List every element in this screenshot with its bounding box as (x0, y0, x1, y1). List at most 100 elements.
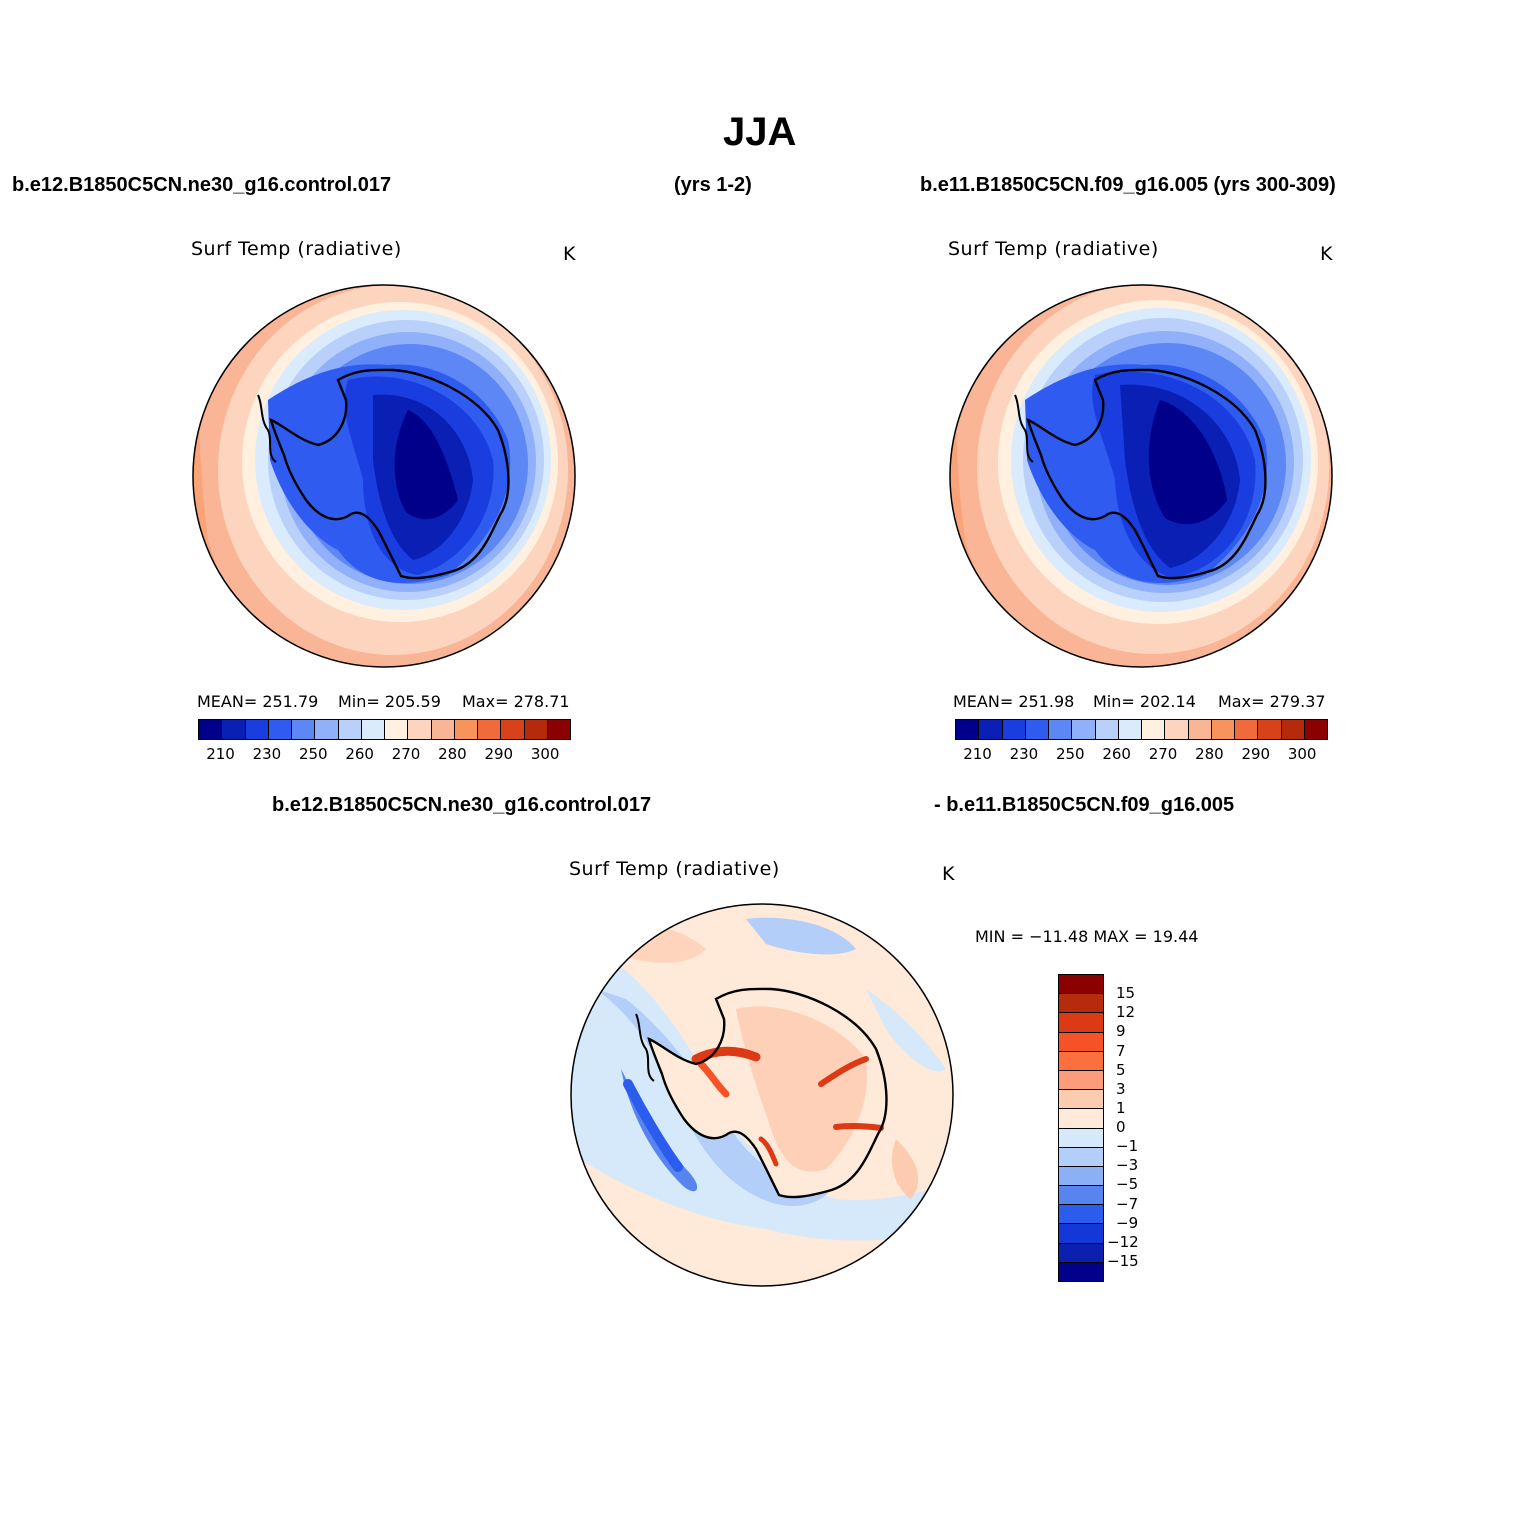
colorbar-swatch (1235, 720, 1259, 739)
panel3-minmax: MIN = −11.48 MAX = 19.44 (975, 927, 1199, 946)
colorbar-tick-label: −12 (1107, 1232, 1139, 1251)
colorbar-swatch (1025, 720, 1049, 739)
colorbar-swatch (979, 720, 1003, 739)
colorbar-tick-label: 300 (1287, 745, 1317, 763)
panel2-min: Min= 202.14 (1093, 692, 1196, 711)
colorbar-swatch (478, 720, 502, 739)
colorbar-tick-label: 260 (345, 745, 374, 763)
colorbar-swatch (1165, 720, 1189, 739)
colorbar-swatch (1059, 1128, 1103, 1148)
colorbar-swatch (1002, 720, 1026, 739)
panel2-units: K (1320, 243, 1333, 265)
colorbar-swatch (1059, 1166, 1103, 1187)
colorbar-tick-label: 230 (1009, 745, 1039, 763)
panel1-polar-map (192, 284, 576, 668)
colorbar-swatch (1072, 720, 1096, 739)
colorbar-tick-label: 12 (1116, 1003, 1136, 1022)
colorbar-tick-label: 290 (1241, 745, 1271, 763)
colorbar-tick-label: 9 (1116, 1022, 1126, 1041)
panel1-min: Min= 205.59 (338, 692, 441, 711)
colorbar-swatch (1059, 1224, 1103, 1244)
colorbar-swatch (431, 720, 455, 739)
panel3-polar-map (570, 903, 954, 1287)
colorbar-tick-label: 1 (1116, 1098, 1126, 1117)
colorbar-tick-label: 0 (1116, 1118, 1126, 1136)
colorbar-swatch (1059, 1262, 1103, 1281)
colorbar-swatch (245, 720, 269, 739)
colorbar-swatch (385, 720, 409, 739)
top-right-header: b.e11.B1850C5CN.f09_g16.005 (yrs 300-309… (920, 174, 1336, 196)
colorbar-tick-label: −5 (1116, 1175, 1139, 1194)
colorbar-swatch (1049, 720, 1073, 739)
colorbar-swatch (268, 720, 292, 739)
colorbar-swatch (1059, 994, 1103, 1014)
top-mid-header: (yrs 1-2) (674, 174, 752, 196)
colorbar-tick-label: 260 (1102, 745, 1131, 763)
colorbar-swatch (501, 720, 525, 739)
colorbar-swatch (1059, 1243, 1103, 1263)
colorbar-swatch (1118, 720, 1142, 739)
colorbar-swatch (1059, 975, 1103, 995)
colorbar-swatch (1059, 1109, 1103, 1129)
colorbar-swatch (1304, 720, 1327, 739)
colorbar-tick-label: 270 (391, 745, 421, 763)
panel2-varname: Surf Temp (radiative) (948, 238, 1159, 260)
colorbar-tick-label: −3 (1116, 1156, 1139, 1175)
colorbar-tick-label: −9 (1116, 1213, 1139, 1232)
colorbar-swatch (1059, 1186, 1103, 1206)
colorbar-swatch (1142, 720, 1166, 739)
panel1-colorbar (198, 719, 571, 740)
colorbar-tick-label: 250 (298, 745, 328, 763)
colorbar-tick-label: 280 (1195, 745, 1224, 763)
panel1-units: K (563, 243, 576, 265)
panel2-colorbar (955, 719, 1328, 740)
panel3-units: K (942, 863, 955, 885)
colorbar-tick-label: 270 (1148, 745, 1178, 763)
colorbar-swatch (292, 720, 316, 739)
colorbar-swatch (1059, 1090, 1103, 1110)
colorbar-swatch (1059, 1051, 1103, 1071)
bottom-header-right: - b.e11.B1850C5CN.f09_g16.005 (934, 794, 1235, 816)
colorbar-swatch (408, 720, 432, 739)
colorbar-swatch (1059, 1032, 1103, 1052)
colorbar-swatch (956, 720, 980, 739)
colorbar-tick-label: 5 (1116, 1060, 1126, 1079)
colorbar-swatch (454, 720, 478, 739)
panel3-varname: Surf Temp (radiative) (569, 858, 780, 880)
panel2-max: Max= 279.37 (1218, 692, 1326, 711)
colorbar-tick-label: 300 (530, 745, 560, 763)
colorbar-swatch (524, 720, 548, 739)
top-left-header: b.e12.B1850C5CN.ne30_g16.control.017 (12, 174, 392, 196)
colorbar-tick-label: −7 (1116, 1194, 1139, 1213)
colorbar-tick-label: 210 (206, 745, 235, 763)
colorbar-swatch (1059, 1013, 1103, 1033)
colorbar-swatch (1281, 720, 1305, 739)
colorbar-tick-label: 15 (1116, 984, 1136, 1003)
colorbar-tick-label: 210 (963, 745, 992, 763)
colorbar-tick-label: 230 (252, 745, 282, 763)
colorbar-swatch (547, 720, 570, 739)
bottom-header-left: b.e12.B1850C5CN.ne30_g16.control.017 (272, 794, 652, 816)
colorbar-swatch (1059, 1070, 1103, 1091)
panel2-mean: MEAN= 251.98 (953, 692, 1075, 711)
colorbar-tick-label: −1 (1116, 1137, 1139, 1156)
colorbar-swatch (1095, 720, 1119, 739)
colorbar-tick-label: −15 (1107, 1251, 1139, 1270)
colorbar-swatch (1059, 1147, 1103, 1167)
panel1-max: Max= 278.71 (462, 692, 570, 711)
colorbar-swatch (1188, 720, 1212, 739)
colorbar-swatch (361, 720, 385, 739)
colorbar-tick-label: 280 (438, 745, 467, 763)
colorbar-swatch (1211, 720, 1235, 739)
colorbar-swatch (315, 720, 339, 739)
colorbar-tick-label: 290 (484, 745, 514, 763)
colorbar-tick-label: 250 (1055, 745, 1085, 763)
panel1-mean: MEAN= 251.79 (197, 692, 319, 711)
panel3-colorbar (1058, 974, 1104, 1282)
colorbar-tick-label: 3 (1116, 1079, 1126, 1098)
figure-title: JJA (723, 110, 797, 154)
colorbar-tick-label: 7 (1116, 1041, 1126, 1060)
colorbar-swatch (1059, 1205, 1103, 1225)
panel2-polar-map (949, 284, 1333, 668)
colorbar-swatch (1258, 720, 1282, 739)
